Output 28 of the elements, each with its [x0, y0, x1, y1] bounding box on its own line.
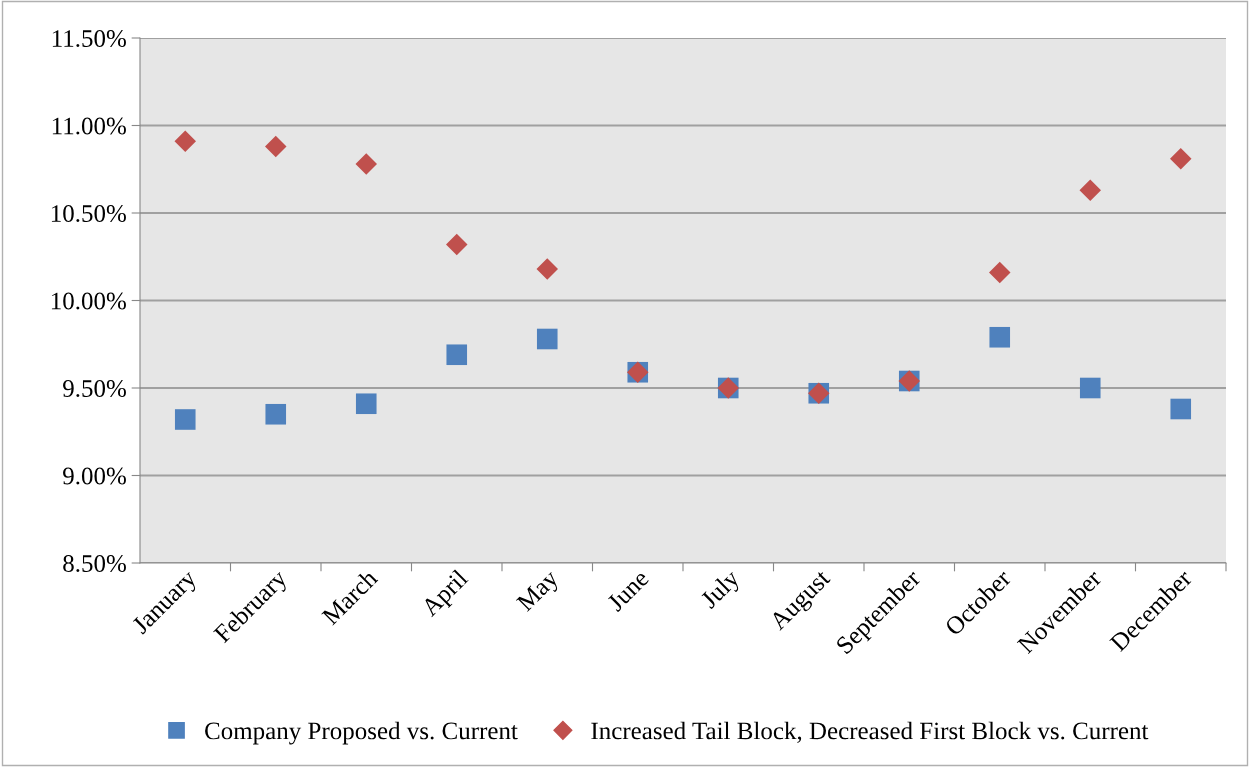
- point: [355, 153, 378, 175]
- point: [989, 326, 1011, 348]
- point: [1170, 398, 1192, 420]
- y-tick-label: 11.00%: [52, 117, 126, 135]
- point: [264, 135, 287, 158]
- point: [988, 261, 1011, 284]
- legend-label: Increased Tail Block, Decreased First Block vs. Current: [591, 721, 1149, 743]
- point: [446, 344, 468, 366]
- y-tick-label: 10.00%: [51, 292, 126, 310]
- point: [174, 130, 197, 153]
- point: [1079, 179, 1102, 202]
- point: [445, 233, 468, 256]
- point: [355, 393, 377, 415]
- point: [536, 328, 558, 350]
- legend-label: Company Proposed vs. Current: [205, 721, 518, 745]
- point: [1169, 147, 1192, 170]
- y-tick-label: 9.50%: [63, 380, 126, 398]
- point: [174, 409, 196, 430]
- point: [1079, 377, 1101, 399]
- x-tick-label: July: [699, 567, 745, 613]
- point: [265, 403, 287, 425]
- y-tick-label: 10.50%: [51, 205, 126, 223]
- y-tick-label: 11.50%: [52, 30, 126, 48]
- point: [536, 258, 559, 280]
- x-tick-label: June: [606, 569, 650, 613]
- x-tick-label: May: [515, 568, 564, 616]
- y-tick-label: 8.50%: [63, 555, 126, 573]
- y-tick-label: 9.00%: [63, 467, 126, 485]
